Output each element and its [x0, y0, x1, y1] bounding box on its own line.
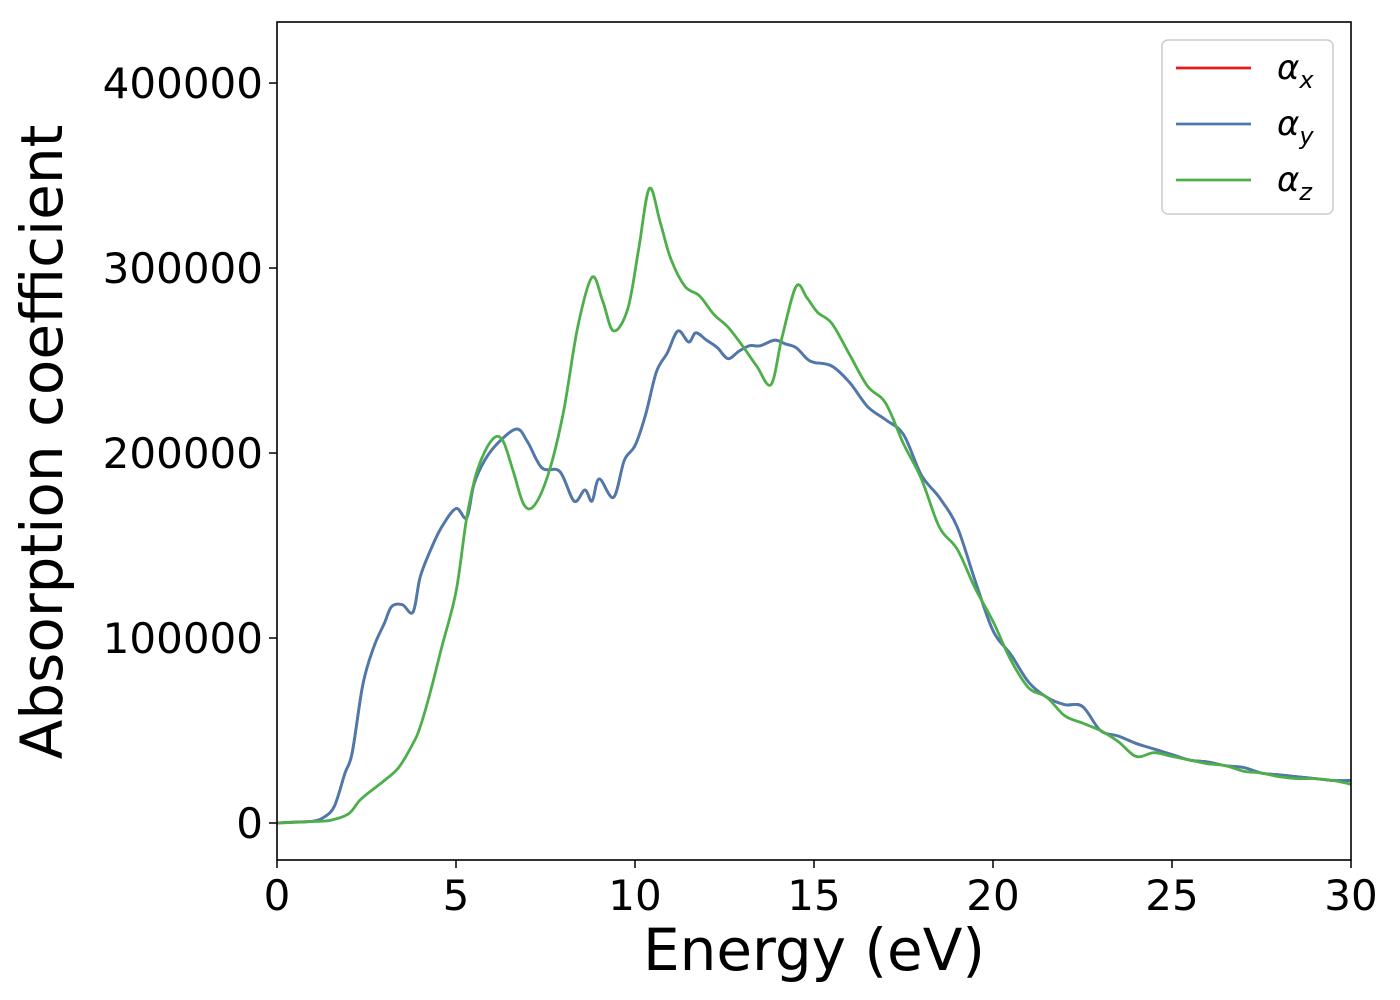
x-axis-label: Energy (eV) [643, 916, 985, 984]
legend-label-alpha-y: αy [1277, 104, 1314, 150]
y-tick-label: 400000 [103, 59, 263, 108]
series-line-alpha-z [277, 186, 1351, 825]
legend-box [1161, 39, 1334, 215]
legend-label-alpha-z: αz [1277, 160, 1313, 206]
x-tick-label: 15 [787, 871, 840, 920]
x-tick-label: 25 [1145, 871, 1198, 920]
legend-subscript: x [1298, 66, 1314, 94]
y-tick-label: 0 [236, 799, 263, 848]
y-tick-label: 200000 [103, 429, 263, 478]
x-tick-label: 30 [1324, 871, 1377, 920]
series-line-alpha-y [277, 329, 1351, 825]
legend-symbol: α [1277, 104, 1299, 144]
x-tick-label: 0 [264, 871, 291, 920]
x-tick-label: 10 [608, 871, 661, 920]
legend-subscript: z [1298, 178, 1313, 206]
legend-label-alpha-x: αx [1277, 48, 1314, 94]
y-tick-label: 100000 [103, 614, 263, 663]
x-tick-label: 5 [443, 871, 470, 920]
legend-symbol: α [1277, 48, 1299, 88]
series-layer [277, 186, 1351, 825]
legend-symbol: α [1277, 160, 1299, 200]
legend-subscript: y [1298, 122, 1314, 150]
x-axis: 0 5 10 15 20 25 30 [264, 860, 1378, 920]
y-axis: 0 100000 200000 300000 400000 [103, 59, 277, 848]
x-tick-label: 20 [966, 871, 1019, 920]
y-tick-label: 300000 [103, 244, 263, 293]
y-axis-label: Absorption coefficient [8, 125, 76, 760]
